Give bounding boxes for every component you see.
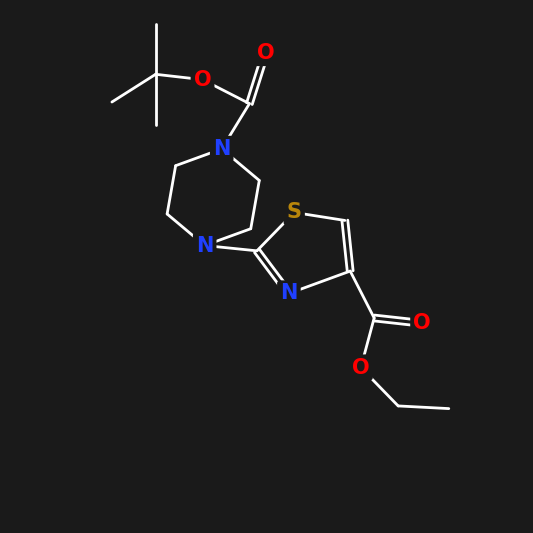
Text: N: N (196, 236, 213, 255)
Text: N: N (213, 139, 230, 159)
Text: O: O (413, 313, 431, 333)
Text: O: O (193, 70, 212, 90)
Text: O: O (352, 358, 370, 377)
Text: S: S (287, 203, 302, 222)
Text: O: O (256, 43, 274, 63)
Text: N: N (280, 284, 297, 303)
